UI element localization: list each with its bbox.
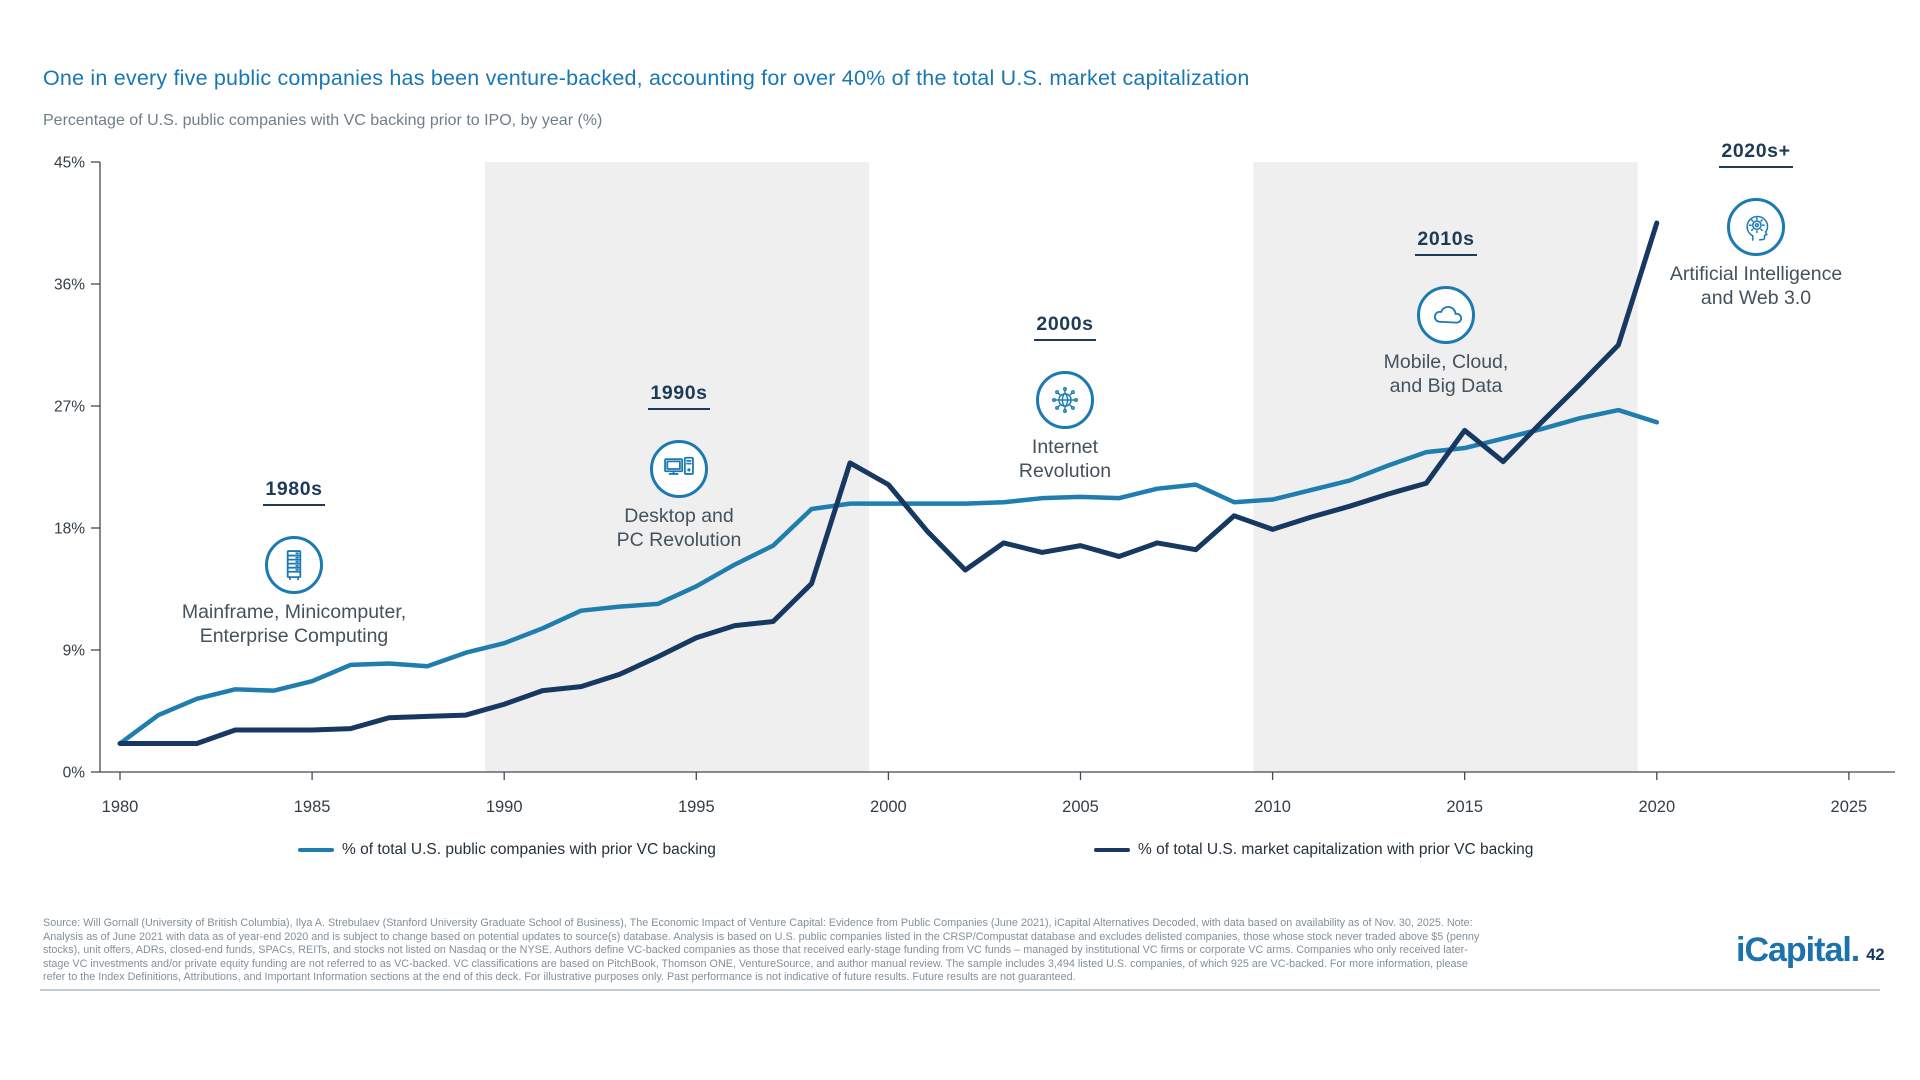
decade-1980s-caption: Mainframe, Minicomputer, Enterprise Comp… xyxy=(181,601,407,647)
source-line-5: refer to the Index Definitions, Attribut… xyxy=(43,971,1076,984)
decade-1990s-label: 1990s xyxy=(648,382,710,410)
legend-item-public-companies: % of total U.S. public companies with pr… xyxy=(298,841,716,859)
decade-1990s: 1990s Desktop and PC Revolution xyxy=(539,382,819,552)
decade-1980s-label: 1980s xyxy=(263,478,325,506)
server-icon xyxy=(265,536,323,594)
decade-2010s: 2010s Mobile, Cloud, and Big Data xyxy=(1306,228,1586,398)
decade-1990s-caption: Desktop and PC Revolution xyxy=(616,505,742,551)
svg-text:36%: 36% xyxy=(54,277,85,294)
source-line-1: Source: Will Gornall (University of Brit… xyxy=(43,917,1473,929)
cloud-icon-glyph xyxy=(1434,306,1463,324)
source-line-2: Analysis as of June 2021 with data as of… xyxy=(43,930,1480,943)
source-note: Source: Will Gornall (University of Brit… xyxy=(43,917,1673,985)
svg-text:2020: 2020 xyxy=(1638,798,1675,816)
cloud-icon xyxy=(1417,286,1475,344)
server-icon-glyph xyxy=(286,550,302,581)
decade-2020s-caption: Artificial Intelligence and Web 3.0 xyxy=(1669,263,1843,309)
desktop-pc-icon xyxy=(650,440,708,498)
svg-text:18%: 18% xyxy=(54,521,85,538)
svg-text:45%: 45% xyxy=(54,155,85,172)
legend-swatch-market-cap xyxy=(1094,847,1130,853)
svg-text:1985: 1985 xyxy=(294,798,331,816)
decade-2020s-label: 2020s+ xyxy=(1719,140,1793,168)
svg-text:0%: 0% xyxy=(63,765,86,782)
svg-text:2000: 2000 xyxy=(870,798,907,816)
brand-block: iCapital. 42 xyxy=(1736,933,1885,967)
decade-2010s-caption: Mobile, Cloud, and Big Data xyxy=(1383,351,1509,397)
decade-2020s: 2020s+ Artificial Intelligence and Web 3… xyxy=(1616,140,1896,310)
page-number: 42 xyxy=(1866,946,1885,964)
decade-2000s-caption: Internet Revolution xyxy=(1018,436,1112,482)
svg-text:2025: 2025 xyxy=(1831,798,1868,816)
source-line-4: stage VC investments and/or private equi… xyxy=(43,957,1468,970)
ai-head-icon-glyph xyxy=(1746,215,1769,241)
source-line-3: stocks), unit offers, ADRs, closed-end f… xyxy=(43,944,1468,957)
svg-text:2005: 2005 xyxy=(1062,798,1099,816)
svg-text:1980: 1980 xyxy=(102,798,139,816)
internet-globe-icon-glyph xyxy=(1052,387,1078,413)
decade-2010s-label: 2010s xyxy=(1415,228,1477,256)
svg-text:9%: 9% xyxy=(63,643,86,660)
svg-text:1990: 1990 xyxy=(486,798,523,816)
svg-text:1995: 1995 xyxy=(678,798,715,816)
decade-2000s-label: 2000s xyxy=(1034,313,1096,341)
ai-head-icon xyxy=(1727,198,1785,256)
internet-globe-icon xyxy=(1036,371,1094,429)
legend-label-public-companies: % of total U.S. public companies with pr… xyxy=(342,841,716,858)
svg-text:2015: 2015 xyxy=(1446,798,1483,816)
chart-legend: % of total U.S. public companies with pr… xyxy=(0,841,1920,865)
svg-text:2010: 2010 xyxy=(1254,798,1291,816)
chart-subtitle: Percentage of U.S. public companies with… xyxy=(43,112,603,129)
desktop-pc-icon-glyph xyxy=(664,456,694,475)
page-title: One in every five public companies has b… xyxy=(43,66,1250,90)
footer-divider xyxy=(40,989,1880,991)
legend-label-market-cap: % of total U.S. market capitalization wi… xyxy=(1138,841,1534,858)
legend-item-market-cap: % of total U.S. market capitalization wi… xyxy=(1094,841,1533,859)
icapital-logo: iCapital. xyxy=(1736,931,1860,969)
legend-swatch-public-companies xyxy=(298,847,334,853)
decade-1980s: 1980s Mainframe, Minicomputer, Enterpris… xyxy=(154,478,434,648)
decade-2000s: 2000s Internet Revolution xyxy=(925,313,1205,483)
svg-text:27%: 27% xyxy=(54,399,85,416)
